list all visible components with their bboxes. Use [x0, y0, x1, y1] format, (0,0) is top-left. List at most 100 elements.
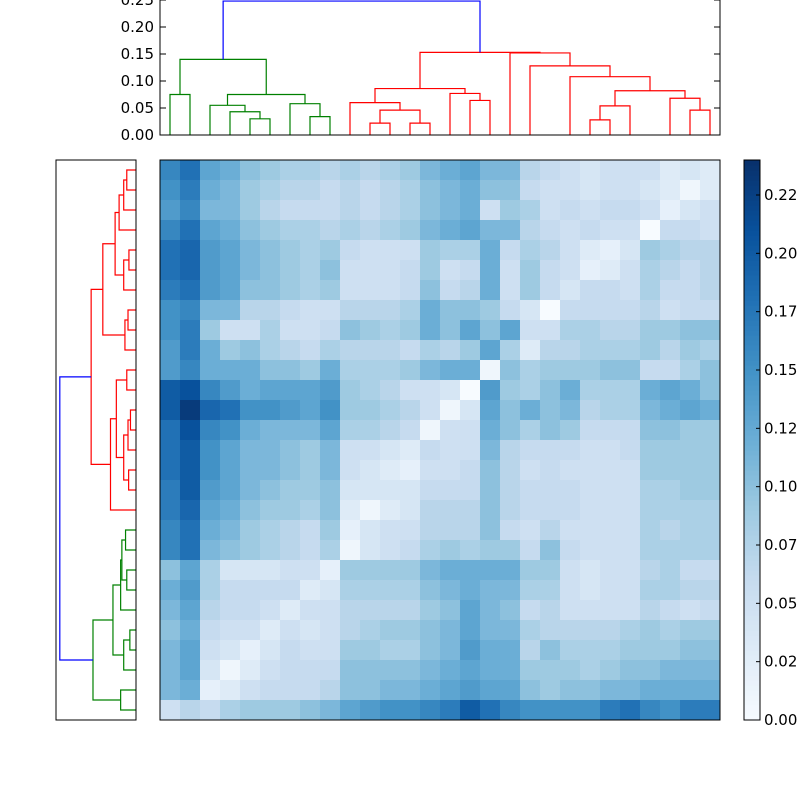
- colorbar-segment: [744, 600, 760, 606]
- heatmap-cell: [660, 220, 681, 241]
- heatmap-cell: [540, 520, 561, 541]
- heatmap-cell: [620, 640, 641, 661]
- heatmap-cell: [540, 640, 561, 661]
- heatmap-cell: [640, 220, 661, 241]
- heatmap-cell: [220, 500, 241, 521]
- left-dendrogram-link: [129, 409, 136, 431]
- heatmap-cell: [420, 460, 441, 481]
- top-dendrogram-link: [369, 122, 391, 135]
- heatmap-cell: [480, 620, 501, 641]
- heatmap-cell: [200, 680, 221, 701]
- heatmap-cell: [540, 500, 561, 521]
- top-dendrogram-link: [419, 51, 541, 89]
- heatmap-cell: [200, 520, 221, 541]
- heatmap-cell: [300, 260, 321, 281]
- colorbar-segment: [744, 415, 760, 421]
- heatmap-cell: [440, 360, 461, 381]
- heatmap-cell: [660, 340, 681, 361]
- heatmap-cell: [460, 660, 481, 681]
- heatmap-cell: [660, 460, 681, 481]
- heatmap-cell: [380, 240, 401, 261]
- heatmap-cell: [340, 600, 361, 621]
- heatmap-cell: [260, 480, 281, 501]
- heatmap-cell: [300, 640, 321, 661]
- heatmap-cell: [320, 380, 341, 401]
- heatmap-cell: [200, 460, 221, 481]
- heatmap-cell: [400, 540, 421, 561]
- heatmap-cell: [500, 180, 521, 201]
- heatmap-cell: [260, 660, 281, 681]
- left-dendrogram-link: [126, 169, 136, 191]
- heatmap-cell: [260, 540, 281, 561]
- heatmap-cell: [520, 220, 541, 241]
- colorbar-segment: [744, 690, 760, 696]
- heatmap-cell: [540, 320, 561, 341]
- heatmap-cell: [700, 380, 721, 401]
- heatmap-cell: [500, 520, 521, 541]
- colorbar-segment: [744, 210, 760, 216]
- heatmap-cell: [320, 280, 341, 301]
- heatmap-cell: [400, 380, 421, 401]
- heatmap-cell: [220, 280, 241, 301]
- heatmap-cell: [240, 340, 261, 361]
- heatmap-cell: [380, 320, 401, 341]
- heatmap-cell: [200, 400, 221, 421]
- heatmap-cell: [420, 220, 441, 241]
- heatmap-cell: [620, 360, 641, 381]
- top-dendrogram-link: [349, 101, 401, 135]
- heatmap-cell: [620, 280, 641, 301]
- heatmap-cell: [480, 440, 501, 461]
- heatmap-cell: [280, 420, 301, 441]
- colorbar-segment: [744, 465, 760, 471]
- heatmap-cell: [280, 240, 301, 261]
- heatmap-cell: [660, 700, 681, 721]
- colorbar-segment: [744, 285, 760, 291]
- heatmap-cell: [560, 380, 581, 401]
- heatmap-cell: [640, 360, 661, 381]
- heatmap-cell: [380, 280, 401, 301]
- heatmap-cell: [420, 280, 441, 301]
- heatmap-cell: [300, 180, 321, 201]
- colorbar-segment: [744, 190, 760, 196]
- colorbar-segment: [744, 630, 760, 636]
- heatmap-cell: [340, 580, 361, 601]
- heatmap-cell: [260, 220, 281, 241]
- heatmap-cell: [180, 320, 201, 341]
- heatmap-cell: [400, 480, 421, 501]
- heatmap-cell: [580, 500, 601, 521]
- heatmap-cell: [320, 560, 341, 581]
- heatmap-cell: [300, 500, 321, 521]
- heatmap-cell: [240, 680, 261, 701]
- heatmap-cell: [600, 440, 621, 461]
- heatmap-cell: [440, 500, 461, 521]
- heatmap-cell: [200, 560, 221, 581]
- colorbar-segment: [744, 455, 760, 461]
- left-dendrogram-link: [126, 369, 136, 391]
- heatmap-cell: [280, 520, 301, 541]
- heatmap-cell: [320, 680, 341, 701]
- heatmap-cell: [200, 180, 221, 201]
- heatmap-cell: [580, 240, 601, 261]
- heatmap-cell: [400, 260, 421, 281]
- heatmap-cell: [580, 660, 601, 681]
- heatmap-cell: [340, 380, 361, 401]
- heatmap-cell: [160, 640, 181, 661]
- colorbar-segment: [744, 565, 760, 571]
- colorbar-segment: [744, 625, 760, 631]
- heatmap-cell: [220, 540, 241, 561]
- heatmap-cell: [160, 500, 181, 521]
- heatmap-cell: [160, 260, 181, 281]
- heatmap-cell: [540, 540, 561, 561]
- colorbar-segment: [744, 615, 760, 621]
- heatmap-cell: [280, 320, 301, 341]
- heatmap-cell: [240, 480, 261, 501]
- heatmap-cell: [180, 440, 201, 461]
- heatmap-cell: [480, 540, 501, 561]
- heatmap-cell: [280, 360, 301, 381]
- heatmap-cell: [420, 380, 441, 401]
- colorbar-segment: [744, 485, 760, 491]
- heatmap-cell: [700, 700, 721, 721]
- heatmap-cell: [500, 500, 521, 521]
- heatmap-cell: [540, 160, 561, 181]
- heatmap-cell: [660, 440, 681, 461]
